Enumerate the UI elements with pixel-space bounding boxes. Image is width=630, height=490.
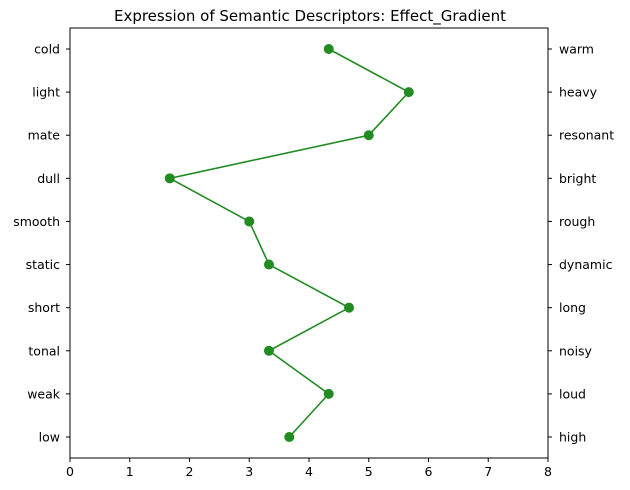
data-point (323, 388, 334, 399)
y-tick-label-left: short (28, 300, 60, 315)
chart-title: Expression of Semantic Descriptors: Effe… (114, 7, 506, 26)
y-tick-label-right: resonant (559, 128, 614, 143)
y-tick-label-right: loud (559, 386, 586, 401)
y-tick-label-right: dynamic (559, 257, 613, 272)
data-point (323, 44, 334, 54)
data-point (284, 432, 295, 442)
x-tick-label: 1 (126, 464, 134, 479)
y-tick-label-right: long (559, 300, 586, 315)
x-tick-label: 4 (305, 464, 313, 479)
y-tick-label-left: dull (37, 171, 60, 186)
x-tick-label: 0 (66, 464, 74, 479)
y-tick-label-right: heavy (559, 85, 598, 100)
y-tick-label-left: tonal (28, 343, 60, 358)
x-tick-label: 2 (186, 464, 194, 479)
x-tick-label: 8 (544, 464, 552, 479)
data-point (263, 259, 274, 270)
data-point (363, 130, 374, 141)
plot-area: 0 1 2 3 4 5 6 7 8 cold light mate dull smooth static sh… (13, 27, 614, 479)
data-point (263, 345, 274, 356)
x-tick-label: 6 (425, 464, 433, 479)
x-tick-label: 7 (484, 464, 492, 479)
y-tick-label-right: high (559, 430, 586, 445)
data-point (244, 216, 255, 227)
y-tick-label-left: smooth (13, 214, 60, 229)
y-tick-label-right: warm (559, 42, 594, 57)
y-tick-label-right: rough (559, 214, 595, 229)
x-tick-label: 3 (245, 464, 253, 479)
y-tick-label-left: mate (28, 128, 61, 143)
y-tick-label-right: bright (559, 171, 596, 186)
data-point (344, 302, 355, 313)
y-tick-label-left: low (39, 430, 60, 445)
y-tick-label-left: static (26, 257, 60, 272)
y-tick-label-left: cold (34, 42, 60, 57)
series-line (167, 48, 411, 438)
data-point (164, 173, 175, 184)
y-tick-label-left: light (32, 85, 60, 100)
data-point (403, 87, 414, 98)
y-tick-label-left: weak (27, 386, 61, 401)
y-tick-label-right: noisy (559, 343, 593, 358)
x-tick-label: 5 (365, 464, 373, 479)
